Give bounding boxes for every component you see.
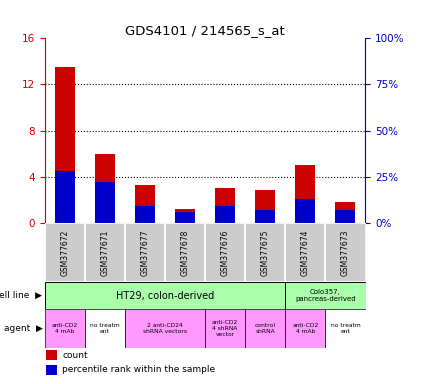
Bar <box>45 223 85 282</box>
Bar <box>245 309 285 348</box>
Bar <box>245 223 285 282</box>
Text: control
shRNA: control shRNA <box>255 323 276 334</box>
Bar <box>135 206 155 223</box>
Bar <box>95 182 115 223</box>
Bar <box>285 223 326 282</box>
Bar <box>335 202 355 223</box>
Title: GDS4101 / 214565_s_at: GDS4101 / 214565_s_at <box>125 24 285 37</box>
Text: GSM377675: GSM377675 <box>261 229 270 276</box>
Text: anti-CD2
4 shRNA
vector: anti-CD2 4 shRNA vector <box>212 320 238 337</box>
Text: GSM377671: GSM377671 <box>100 229 109 276</box>
Bar <box>205 223 245 282</box>
Text: agent  ▶: agent ▶ <box>4 324 43 333</box>
Bar <box>326 223 366 282</box>
Bar <box>125 309 205 348</box>
Text: 2 anti-CD24
shRNA vectors: 2 anti-CD24 shRNA vectors <box>143 323 187 334</box>
Text: anti-CD2
4 mAb: anti-CD2 4 mAb <box>51 323 78 334</box>
Bar <box>205 309 245 348</box>
Bar <box>165 223 205 282</box>
Bar <box>45 309 85 348</box>
Bar <box>255 210 275 223</box>
Text: GSM377674: GSM377674 <box>301 229 310 276</box>
Text: no treatm
ent: no treatm ent <box>331 323 360 334</box>
Bar <box>295 165 315 223</box>
Bar <box>46 365 57 375</box>
Text: count: count <box>62 351 88 360</box>
Bar <box>46 350 57 361</box>
Bar <box>125 223 165 282</box>
Text: no treatm
ent: no treatm ent <box>90 323 120 334</box>
Text: GSM377678: GSM377678 <box>181 229 190 276</box>
Bar <box>175 209 195 223</box>
Bar <box>295 199 315 223</box>
Bar <box>95 154 115 223</box>
Text: HT29, colon-derived: HT29, colon-derived <box>116 291 214 301</box>
Text: GSM377672: GSM377672 <box>60 229 69 276</box>
Bar <box>255 190 275 223</box>
Bar <box>55 67 75 223</box>
Text: GSM377677: GSM377677 <box>140 229 150 276</box>
Bar <box>55 171 75 223</box>
Bar <box>85 223 125 282</box>
Text: GSM377673: GSM377673 <box>341 229 350 276</box>
Text: anti-CD2
4 mAb: anti-CD2 4 mAb <box>292 323 318 334</box>
Text: GSM377676: GSM377676 <box>221 229 230 276</box>
Bar <box>215 206 235 223</box>
Bar <box>85 309 125 348</box>
Bar <box>45 282 285 309</box>
Bar <box>335 210 355 223</box>
Text: cell line  ▶: cell line ▶ <box>0 291 42 300</box>
Bar <box>215 188 235 223</box>
Bar <box>135 185 155 223</box>
Bar <box>285 282 366 309</box>
Bar <box>175 212 195 223</box>
Bar <box>326 309 366 348</box>
Text: Colo357,
pancreas-derived: Colo357, pancreas-derived <box>295 289 356 302</box>
Text: percentile rank within the sample: percentile rank within the sample <box>62 365 215 374</box>
Bar <box>285 309 326 348</box>
